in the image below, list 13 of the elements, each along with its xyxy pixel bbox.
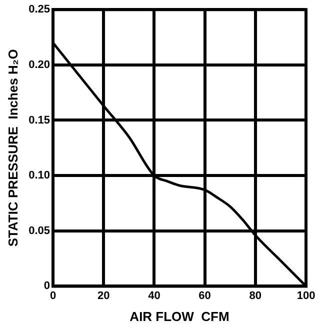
x-axis-title: AIR FLOW CFM xyxy=(130,308,230,324)
y-tick-label: 0.15 xyxy=(28,114,50,126)
x-tick-label: 60 xyxy=(198,290,211,302)
x-tick-label: 20 xyxy=(97,290,110,302)
y-tick-label: 0.25 xyxy=(28,4,50,16)
y-tick-label: 0.20 xyxy=(28,58,50,71)
y-axis-title: STATIC PRESSURE Inches H₂O xyxy=(5,49,20,247)
x-tick-label: 40 xyxy=(148,290,160,302)
y-tick-label: 0 xyxy=(44,280,50,292)
y-tick-label: 0.05 xyxy=(28,224,50,237)
y-tick-label: 0.10 xyxy=(28,170,50,182)
x-tick-label: 100 xyxy=(296,290,316,302)
x-tick-label: 80 xyxy=(249,290,262,302)
